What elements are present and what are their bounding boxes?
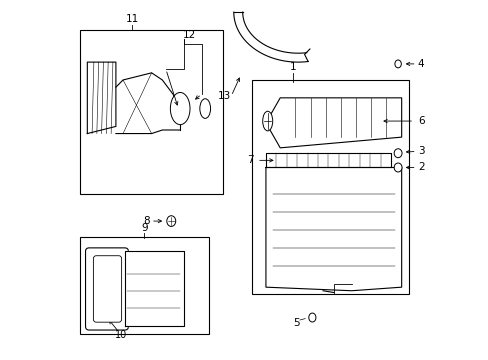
Text: 9: 9 [141, 223, 147, 233]
Ellipse shape [394, 60, 401, 68]
FancyBboxPatch shape [85, 248, 128, 330]
FancyBboxPatch shape [93, 256, 122, 322]
Bar [251, 80, 408, 294]
Text: 5: 5 [292, 318, 299, 328]
Text: 13: 13 [218, 91, 231, 101]
Polygon shape [265, 167, 401, 291]
Text: 10: 10 [115, 330, 127, 341]
Text: 4: 4 [417, 59, 424, 69]
Ellipse shape [200, 99, 210, 118]
Text: 2: 2 [417, 162, 424, 172]
Text: 12: 12 [182, 30, 195, 40]
Polygon shape [124, 251, 183, 327]
Polygon shape [265, 153, 390, 167]
Ellipse shape [170, 93, 190, 125]
Polygon shape [87, 62, 116, 134]
Ellipse shape [393, 149, 401, 158]
Ellipse shape [262, 111, 272, 131]
Text: 7: 7 [246, 156, 253, 165]
Text: 6: 6 [417, 116, 424, 126]
Ellipse shape [166, 216, 175, 226]
Polygon shape [265, 98, 401, 148]
Bar [80, 237, 208, 334]
Ellipse shape [393, 163, 401, 172]
Text: 3: 3 [417, 147, 424, 157]
Ellipse shape [308, 313, 315, 322]
Text: 1: 1 [289, 63, 295, 72]
Text: 8: 8 [142, 216, 149, 226]
Text: 11: 11 [125, 14, 138, 24]
Bar [80, 30, 223, 194]
